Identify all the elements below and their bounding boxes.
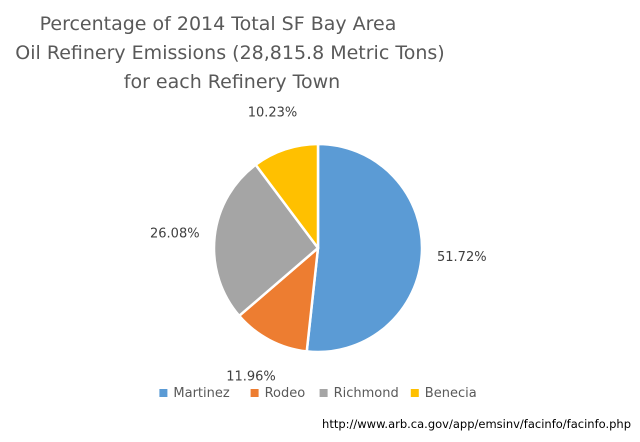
legend-label-rodeo: Rodeo — [265, 386, 306, 401]
pie-slice-martinez — [305, 142, 424, 354]
legend: Martinez Rodeo Richmond Benecia — [159, 386, 477, 401]
pie-slice-richmond — [212, 163, 320, 318]
legend-label-martinez: Martinez — [173, 386, 229, 401]
chart-title-line-2: Oil Refinery Emissions (28,815.8 Metric … — [15, 42, 444, 64]
source-url: http://www.arb.ca.gov/app/emsinv/facinfo… — [322, 417, 631, 431]
legend-item-martinez: Martinez — [159, 386, 230, 401]
pie-slice-benecia — [254, 142, 320, 250]
pie-slice-rodeo — [237, 246, 320, 353]
legend-swatch-benecia — [410, 389, 419, 397]
legend-item-rodeo: Rodeo — [250, 386, 306, 401]
chart-title: Percentage of 2014 Total SF Bay Area Oil… — [15, 13, 444, 93]
data-label-benecia: 10.23% — [248, 105, 298, 120]
data-label-richmond: 26.08% — [150, 226, 200, 241]
data-labels: 51.72% 11.96% 26.08% 10.23% — [150, 105, 487, 384]
legend-label-richmond: Richmond — [334, 386, 399, 401]
data-label-martinez: 51.72% — [437, 250, 487, 265]
legend-swatch-richmond — [319, 389, 328, 397]
legend-swatch-martinez — [159, 389, 168, 397]
chart-title-line-3: for each Refinery Town — [124, 71, 340, 93]
legend-item-richmond: Richmond — [319, 386, 399, 401]
data-label-rodeo: 11.96% — [226, 369, 276, 384]
legend-label-benecia: Benecia — [425, 386, 477, 401]
pie-slices — [212, 142, 424, 354]
chart-title-line-1: Percentage of 2014 Total SF Bay Area — [40, 13, 397, 35]
legend-item-benecia: Benecia — [410, 386, 477, 401]
legend-swatch-rodeo — [250, 389, 259, 397]
